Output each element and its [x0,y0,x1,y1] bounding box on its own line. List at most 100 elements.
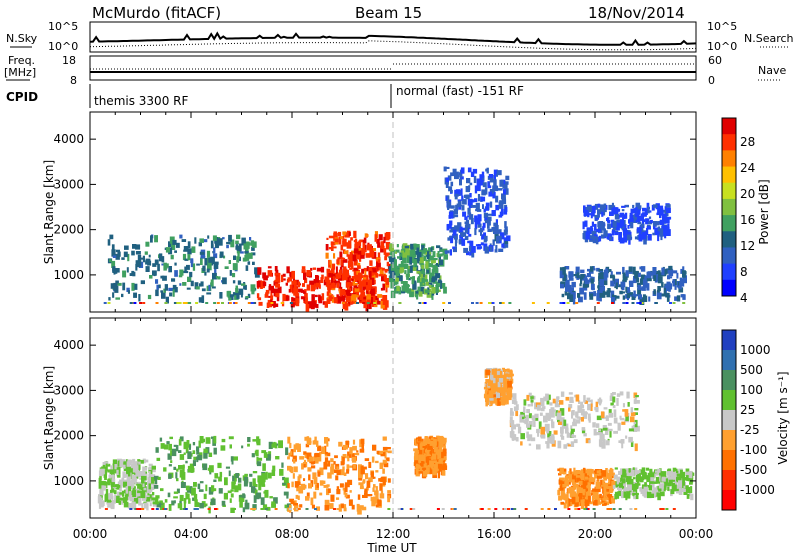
data-cell [413,448,417,452]
data-cell [599,399,603,402]
data-cell [672,279,675,287]
data-cell [642,471,645,478]
data-cell [376,238,380,244]
data-cell [506,368,510,371]
data-cell [228,436,234,440]
data-cell [370,296,374,304]
data-cell [663,482,667,491]
data-cell [655,203,660,210]
data-cell [424,249,428,255]
data-cell [180,482,186,488]
data-cell [596,302,600,304]
data-cell [611,220,614,225]
data-cell [381,245,385,250]
data-cell [129,302,133,304]
data-cell [658,488,662,492]
data-cell [336,259,340,265]
data-cell [647,220,653,225]
data-cell [207,467,212,471]
data-cell [608,478,612,486]
data-cell [237,280,242,285]
data-cell [590,403,593,411]
data-cell [497,381,501,388]
data-cell [672,488,678,491]
data-cell [628,428,634,432]
data-cell [672,483,677,490]
data-cell [382,283,386,291]
data-cell [197,483,201,490]
data-cell [121,500,124,505]
data-cell [508,302,512,304]
data-cell [343,266,347,271]
data-cell [385,300,389,308]
data-cell [507,508,510,510]
data-cell [338,298,342,302]
data-cell [633,422,637,425]
data-cell [558,495,562,501]
data-cell [373,496,378,500]
data-cell [608,475,612,479]
data-cell [595,236,599,245]
data-cell [410,255,415,259]
data-cell [352,254,358,261]
data-cell [154,259,159,265]
data-cell [149,488,153,492]
data-cell [618,214,623,218]
data-cell [329,261,332,269]
data-cell [632,266,636,275]
data-cell [567,444,571,447]
data-cell [580,501,585,509]
data-cell [142,255,145,263]
data-cell [402,252,407,258]
data-cell [328,247,332,250]
data-cell [630,416,635,423]
data-cell [426,462,431,466]
data-cell [291,481,294,488]
data-cell [667,275,671,280]
data-cell [335,475,339,481]
data-cell [615,481,619,488]
data-cell [642,491,646,497]
data-cell [366,279,369,283]
data-cell [414,452,419,461]
data-cell [247,302,251,304]
data-cell [161,263,166,266]
data-cell [584,400,588,404]
data-cell [636,302,640,304]
data-cell [326,442,329,447]
data-cell [254,267,258,275]
data-cell [614,214,620,220]
nsky-tick-bottom: 10^0 [48,40,78,53]
data-cell [274,508,278,510]
data-cell [646,283,650,291]
data-cell [257,475,262,483]
data-cell [325,252,329,259]
data-cell [349,465,353,468]
data-cell [339,292,344,300]
data-cell [474,198,478,203]
data-cell [161,256,165,263]
data-cell [548,415,552,420]
data-cell [336,294,339,298]
data-cell [126,491,131,497]
data-cell [463,247,468,253]
data-cell [561,293,565,298]
data-cell [575,411,579,418]
data-cell [622,220,625,226]
data-cell [466,251,470,256]
data-cell [126,471,131,477]
data-cell [580,476,585,482]
data-cell [382,302,388,310]
data-cell [490,378,493,385]
data-cell [464,194,469,198]
data-cell [536,428,540,434]
data-cell [611,302,614,304]
data-cell [620,281,626,288]
data-cell [605,468,608,476]
freq-unit: [MHz] [4,66,36,79]
data-cell [607,422,612,426]
data-cell [622,266,625,274]
data-cell [315,506,320,511]
data-cell [487,181,490,187]
data-cell [485,398,488,407]
